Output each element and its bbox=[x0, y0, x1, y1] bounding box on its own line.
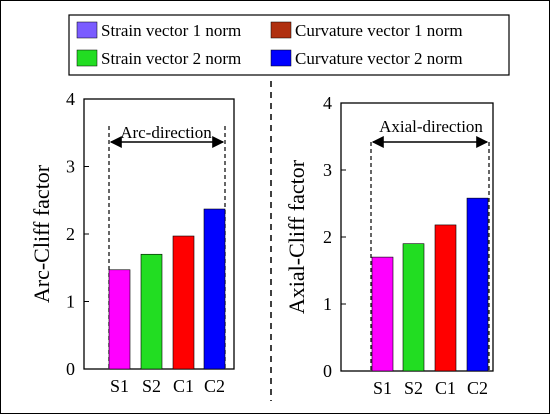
axial-category-label-s1: S1 bbox=[373, 378, 392, 398]
axial-bar-c2 bbox=[466, 197, 489, 372]
axial-ytick-label-2: 2 bbox=[323, 227, 332, 247]
arc-ytick-label-1: 1 bbox=[66, 292, 75, 312]
legend-label-strain-1: Strain vector 1 norm bbox=[101, 21, 241, 40]
legend: Strain vector 1 norm Curvature vector 1 … bbox=[68, 14, 510, 76]
arc-bar-c1 bbox=[172, 235, 195, 370]
axial-category-label-c1: C1 bbox=[435, 378, 456, 398]
arc-category-label-c1: C1 bbox=[173, 376, 194, 396]
axial-ytick-label-4: 4 bbox=[323, 93, 332, 113]
arc-y-axis-label: Arc-Cliff factor bbox=[29, 164, 54, 303]
arc-ytick-label-2: 2 bbox=[66, 224, 75, 244]
legend-swatch-strain-2 bbox=[76, 49, 98, 67]
axial-direction-annotation: Axial-direction bbox=[379, 117, 483, 136]
arc-bar-c2 bbox=[203, 208, 226, 370]
legend-swatch-curvature-2 bbox=[270, 49, 292, 67]
axial-bar-s1 bbox=[371, 256, 394, 372]
arc-ytick-label-4: 4 bbox=[66, 89, 75, 109]
axial-ytick-label-1: 1 bbox=[323, 294, 332, 314]
arc-ytick-label-3: 3 bbox=[66, 157, 75, 177]
axial-ytick-label-3: 3 bbox=[323, 160, 332, 180]
arc-bar-s1 bbox=[108, 269, 131, 370]
arc-ytick-label-0: 0 bbox=[66, 359, 75, 379]
legend-label-curvature-2: Curvature vector 2 norm bbox=[295, 49, 463, 68]
axial-bar-s2 bbox=[402, 243, 425, 372]
legend-label-curvature-1: Curvature vector 1 norm bbox=[295, 21, 463, 40]
arc-bar-s2 bbox=[140, 253, 163, 370]
axial-ytick-label-0: 0 bbox=[323, 361, 332, 381]
axial-y-axis-label: Axial-Cliff factor bbox=[284, 159, 309, 314]
axial-bar-c1 bbox=[434, 224, 457, 372]
axial-category-label-c2: C2 bbox=[467, 378, 488, 398]
legend-label-strain-2: Strain vector 2 norm bbox=[101, 49, 241, 68]
legend-swatch-curvature-1 bbox=[270, 21, 292, 39]
legend-swatch-strain-1 bbox=[76, 21, 98, 39]
arc-category-label-s1: S1 bbox=[110, 376, 129, 396]
arc-direction-annotation: Arc-direction bbox=[120, 123, 212, 142]
axial-category-label-s2: S2 bbox=[404, 378, 423, 398]
arc-cliff-panel: Arc-Cliff factor Arc-direction 0 1 2 3 4 S1 S2… bbox=[29, 89, 235, 396]
arc-category-label-s2: S2 bbox=[142, 376, 161, 396]
axial-cliff-panel: Axial-Cliff factor Axial-direction 0 1 2 3 4… bbox=[284, 93, 494, 398]
arc-category-label-c2: C2 bbox=[204, 376, 225, 396]
